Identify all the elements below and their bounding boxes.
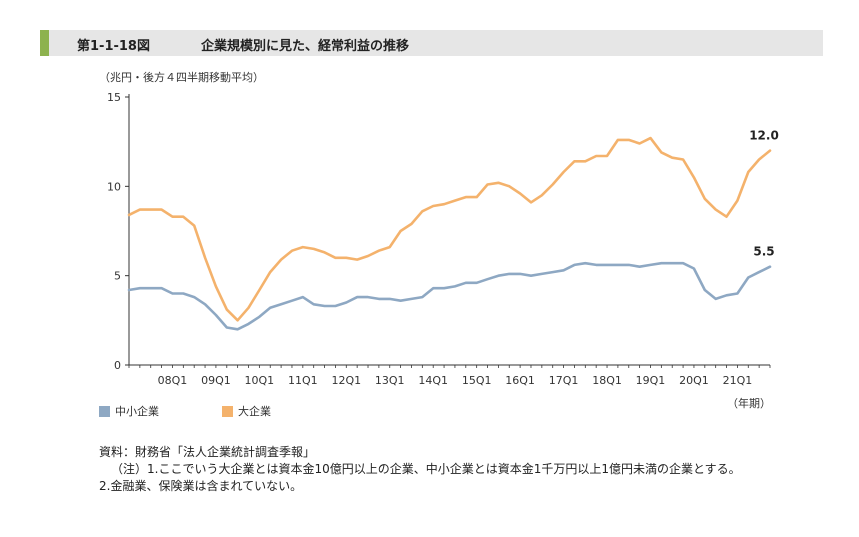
x-tick-label: 19Q1	[636, 374, 666, 387]
note-2: 2.金融業、保険業は含まれていない。	[99, 479, 303, 493]
x-tick-label: 13Q1	[375, 374, 405, 387]
x-tick-label: 21Q1	[723, 374, 753, 387]
legend-label-large: 大企業	[238, 405, 271, 418]
legend-label-small: 中小企業	[115, 405, 159, 418]
figure-title: 企業規模別に見た、経常利益の推移	[201, 39, 410, 54]
x-tick-label: 17Q1	[549, 374, 579, 387]
x-tick-label: 11Q1	[288, 374, 318, 387]
legend-swatch-large	[222, 405, 233, 417]
x-tick-label: 18Q1	[592, 374, 622, 387]
x-tick-label: 09Q1	[201, 374, 231, 387]
chart-axes: 0 5 10 15 08Q1 09Q1 10Q1 11Q1 12Q1 13Q1 14Q1 15Q1 16…	[107, 91, 771, 387]
source-note: 資料：財務省「法人企業統計調査季報」	[99, 445, 316, 459]
figure-number: 第1-1-18図	[77, 39, 150, 54]
y-tick-label: 10	[107, 180, 121, 193]
x-tick-label: 12Q1	[331, 374, 361, 387]
x-axis-unit-label: （年期）	[727, 397, 771, 410]
legend-swatch-small	[99, 405, 110, 417]
notes: 資料：財務省「法人企業統計調査季報」 （注）1.ここでいう大企業とは資本金10億…	[99, 444, 779, 495]
end-value-label-small: 5.5	[753, 245, 774, 259]
y-tick-label: 0	[114, 359, 121, 372]
figure-title-bar: 第1-1-18図 企業規模別に見た、経常利益の推移	[40, 30, 823, 56]
x-tick-label: 10Q1	[245, 374, 275, 387]
x-tick-label: 08Q1	[158, 374, 188, 387]
y-tick-label: 15	[107, 91, 121, 104]
x-tick-label: 15Q1	[462, 374, 492, 387]
note-1: （注）1.ここでいう大企業とは資本金10億円以上の企業、中小企業とは資本金1千万…	[111, 462, 741, 476]
chart-lines	[127, 136, 772, 331]
chart-labels: 5.5 12.0	[749, 129, 779, 259]
x-tick-label: 14Q1	[418, 374, 448, 387]
series-line-large	[127, 136, 772, 322]
series-line-small	[127, 261, 772, 331]
legend-item-small: 中小企業	[99, 403, 159, 419]
x-tick-label: 20Q1	[679, 374, 709, 387]
legend-item-large: 大企業	[222, 403, 271, 419]
end-value-label-large: 12.0	[749, 129, 779, 143]
y-axis-unit-label: （兆円・後方４四半期移動平均）	[99, 71, 264, 84]
x-tick-label: 16Q1	[505, 374, 535, 387]
y-tick-label: 5	[114, 270, 121, 283]
